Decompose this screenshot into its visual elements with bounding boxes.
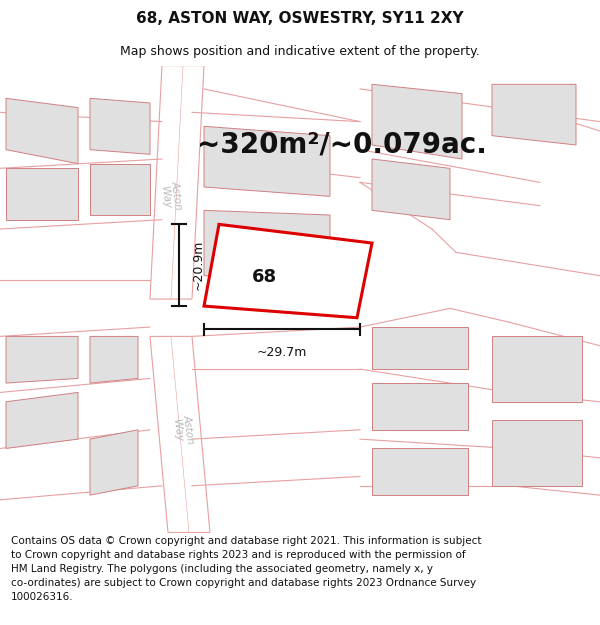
Text: ~29.7m: ~29.7m xyxy=(257,346,307,359)
Text: 68, ASTON WAY, OSWESTRY, SY11 2XY: 68, ASTON WAY, OSWESTRY, SY11 2XY xyxy=(136,11,464,26)
Text: ~320m²/~0.079ac.: ~320m²/~0.079ac. xyxy=(197,131,487,159)
Polygon shape xyxy=(372,383,468,430)
Polygon shape xyxy=(90,164,150,215)
Text: Map shows position and indicative extent of the property.: Map shows position and indicative extent… xyxy=(120,45,480,58)
Polygon shape xyxy=(492,84,576,145)
Polygon shape xyxy=(150,66,204,299)
Polygon shape xyxy=(204,126,330,196)
Polygon shape xyxy=(372,159,450,220)
Text: Aston
Way: Aston Way xyxy=(158,180,184,213)
Text: 68: 68 xyxy=(251,269,277,286)
Polygon shape xyxy=(6,336,78,383)
Polygon shape xyxy=(372,449,468,495)
Polygon shape xyxy=(6,392,78,449)
Polygon shape xyxy=(204,224,372,318)
Polygon shape xyxy=(90,336,138,383)
Polygon shape xyxy=(372,84,462,159)
Polygon shape xyxy=(492,336,582,402)
Text: Contains OS data © Crown copyright and database right 2021. This information is : Contains OS data © Crown copyright and d… xyxy=(11,536,481,602)
Text: Aston
Way: Aston Way xyxy=(170,414,196,446)
Polygon shape xyxy=(6,98,78,164)
Polygon shape xyxy=(204,211,330,281)
Polygon shape xyxy=(90,98,150,154)
Polygon shape xyxy=(372,327,468,369)
Polygon shape xyxy=(492,421,582,486)
Text: ~20.9m: ~20.9m xyxy=(192,240,205,291)
Polygon shape xyxy=(150,336,210,532)
Polygon shape xyxy=(90,430,138,495)
Polygon shape xyxy=(6,168,78,220)
